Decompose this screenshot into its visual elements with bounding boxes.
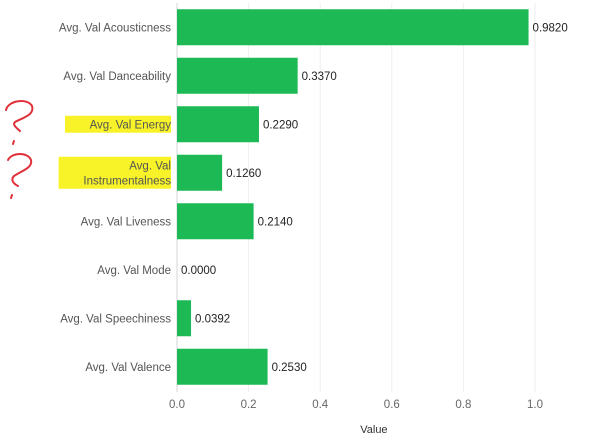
category-label-line: Instrumentalness bbox=[83, 175, 171, 187]
question-mark-scribble bbox=[5, 100, 34, 132]
x-axis-title: Value bbox=[360, 424, 387, 436]
x-tick-label: 0.4 bbox=[312, 399, 329, 411]
value-label: 0.2290 bbox=[263, 119, 298, 131]
handwritten-annotations bbox=[5, 100, 34, 199]
question-mark-dot bbox=[10, 194, 13, 199]
category-label: Avg. Val Instrumentalness bbox=[83, 160, 171, 187]
bar bbox=[177, 300, 192, 337]
highlighter-mark bbox=[65, 115, 171, 133]
question-mark-scribble bbox=[7, 153, 33, 187]
bar bbox=[177, 348, 268, 385]
category-label: Avg. Val Speechiness bbox=[60, 313, 171, 325]
category-label: Avg. Val Liveness bbox=[81, 216, 172, 228]
category-label: Avg. Val Mode bbox=[97, 265, 171, 277]
category-label: Avg. Val Danceability bbox=[63, 71, 171, 83]
bar-layer bbox=[177, 9, 529, 385]
value-label: 0.3370 bbox=[302, 71, 337, 83]
category-label: Avg. Val Energy bbox=[90, 119, 172, 131]
category-label-line: Avg. Val Energy bbox=[90, 119, 172, 131]
x-tick-label: 0.8 bbox=[455, 399, 471, 411]
category-label: Avg. Val Valence bbox=[85, 362, 171, 374]
highlight-layer bbox=[58, 115, 171, 189]
category-label-line: Avg. Val bbox=[129, 160, 171, 172]
value-label: 0.0000 bbox=[181, 265, 216, 277]
value-label: 0.2140 bbox=[258, 216, 293, 228]
question-mark-dot bbox=[12, 140, 15, 145]
x-axis: 0.0 0.2 0.4 0.6 0.8 1.0 Value bbox=[169, 399, 543, 436]
value-label: 0.9820 bbox=[533, 22, 568, 34]
bar bbox=[177, 9, 529, 46]
value-label: 0.0392 bbox=[195, 313, 230, 325]
category-label-line: Avg. Val Liveness bbox=[81, 216, 172, 228]
x-tick-label: 0.2 bbox=[241, 399, 257, 411]
category-label-line: Avg. Val Valence bbox=[85, 362, 171, 374]
category-label-line: Avg. Val Danceability bbox=[63, 71, 171, 83]
x-tick-label: 0.0 bbox=[169, 399, 185, 411]
value-label: 0.1260 bbox=[226, 168, 261, 180]
bar bbox=[177, 57, 298, 94]
value-label: 0.2530 bbox=[272, 362, 307, 374]
bar bbox=[177, 203, 254, 240]
category-label-line: Avg. Val Speechiness bbox=[60, 313, 171, 325]
bar bbox=[177, 106, 259, 143]
category-label-line: Avg. Val Mode bbox=[97, 265, 171, 277]
highlighter-mark bbox=[58, 156, 171, 189]
category-label: Avg. Val Acousticness bbox=[59, 22, 171, 34]
x-tick-label: 1.0 bbox=[527, 399, 543, 411]
category-label-line: Avg. Val Acousticness bbox=[59, 22, 171, 34]
x-tick-label: 0.6 bbox=[384, 399, 400, 411]
bar bbox=[177, 154, 223, 191]
label-layer: Avg. Val Acousticness 0.9820 Avg. Val Danc… bbox=[59, 22, 568, 374]
